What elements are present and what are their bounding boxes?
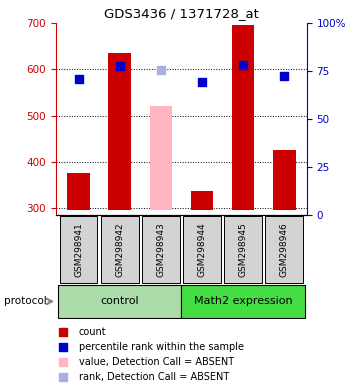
Title: GDS3436 / 1371728_at: GDS3436 / 1371728_at <box>104 7 259 20</box>
FancyBboxPatch shape <box>224 217 262 283</box>
Text: GSM298946: GSM298946 <box>280 222 289 277</box>
Bar <box>108 53 131 210</box>
Point <box>61 374 66 380</box>
FancyBboxPatch shape <box>265 217 303 283</box>
Point <box>240 61 246 68</box>
Text: control: control <box>100 296 139 306</box>
Point <box>76 76 82 83</box>
Text: GSM298943: GSM298943 <box>156 222 165 277</box>
Point <box>117 63 123 69</box>
Text: Math2 expression: Math2 expression <box>194 296 292 306</box>
Text: percentile rank within the sample: percentile rank within the sample <box>79 342 244 352</box>
Text: value, Detection Call = ABSENT: value, Detection Call = ABSENT <box>79 357 234 367</box>
FancyBboxPatch shape <box>183 217 221 283</box>
Point <box>199 79 205 85</box>
Point <box>281 73 287 79</box>
Bar <box>191 190 213 210</box>
Text: GSM298944: GSM298944 <box>197 222 206 277</box>
Bar <box>149 106 172 210</box>
Point <box>61 344 66 350</box>
Bar <box>232 25 255 210</box>
FancyBboxPatch shape <box>142 217 180 283</box>
FancyBboxPatch shape <box>182 285 305 318</box>
Text: GSM298941: GSM298941 <box>74 222 83 277</box>
Bar <box>273 150 296 210</box>
Text: GSM298942: GSM298942 <box>115 222 124 277</box>
Point <box>158 67 164 73</box>
Point <box>61 329 66 335</box>
Text: count: count <box>79 327 106 337</box>
Text: protocol: protocol <box>4 296 46 306</box>
FancyBboxPatch shape <box>101 217 139 283</box>
Text: GSM298945: GSM298945 <box>239 222 248 277</box>
Bar <box>67 174 90 210</box>
FancyBboxPatch shape <box>60 217 97 283</box>
Text: rank, Detection Call = ABSENT: rank, Detection Call = ABSENT <box>79 372 229 382</box>
Point <box>61 359 66 365</box>
FancyBboxPatch shape <box>58 285 182 318</box>
